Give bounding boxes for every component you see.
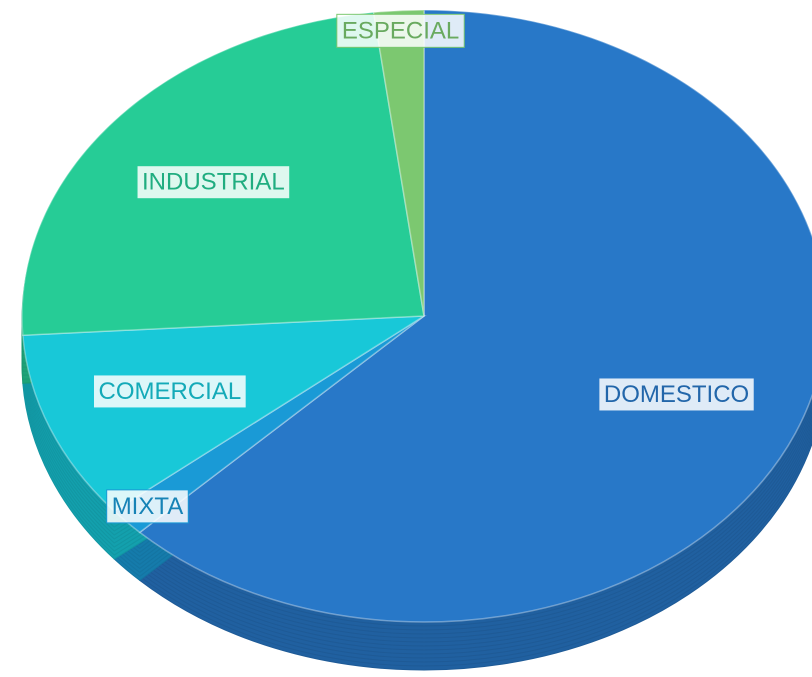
label-box <box>336 13 465 48</box>
pie-tops <box>21 9 812 623</box>
slice-label: ESPECIAL <box>342 17 459 44</box>
slice <box>138 9 812 623</box>
slice <box>21 315 427 512</box>
slice-label: COMERCIAL <box>98 378 241 405</box>
label-box <box>136 165 291 200</box>
labels: DOMESTICO MIXTA COMERCIAL INDUSTRIAL ESPECIA… <box>92 13 755 524</box>
slice-label: MIXTA <box>112 493 184 520</box>
slice <box>372 9 425 317</box>
label-box <box>106 489 189 524</box>
slice-label: INDUSTRIAL <box>142 169 285 196</box>
label-box <box>598 377 755 412</box>
slice-label: DOMESTICO <box>604 381 749 408</box>
label-box <box>92 374 247 409</box>
